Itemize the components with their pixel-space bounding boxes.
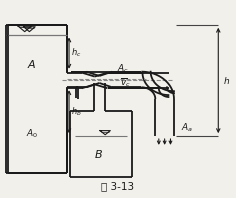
Text: $h_c$: $h_c$: [71, 47, 82, 59]
Text: 图 3-13: 图 3-13: [101, 181, 135, 191]
Text: $h_b$: $h_b$: [71, 106, 82, 118]
Text: $h$: $h$: [223, 75, 230, 86]
Text: $A_a$: $A_a$: [181, 121, 193, 134]
Text: $\overline{v}_c$: $\overline{v}_c$: [120, 76, 131, 89]
Text: $A_0$: $A_0$: [25, 128, 38, 140]
Text: $B$: $B$: [94, 148, 103, 160]
Text: $A_c$: $A_c$: [117, 63, 129, 75]
Text: $A$: $A$: [27, 58, 36, 70]
